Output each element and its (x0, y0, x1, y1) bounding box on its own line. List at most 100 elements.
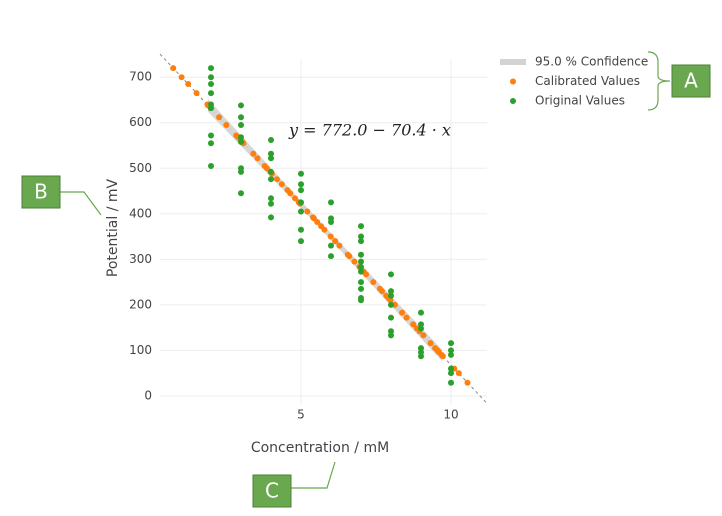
point (448, 351, 454, 358)
point (448, 370, 454, 377)
callout-label: A (684, 69, 698, 93)
point (403, 314, 410, 321)
callout-line (60, 191, 102, 216)
point (448, 347, 454, 354)
point (464, 379, 471, 386)
point (314, 218, 321, 225)
y-tick-label: 600 (129, 115, 152, 129)
legend-label: Original Values (535, 94, 625, 108)
point (278, 181, 285, 188)
point (383, 292, 390, 299)
x-tick-label: 5 (297, 408, 305, 422)
point (328, 218, 334, 225)
point (410, 321, 417, 328)
point (358, 297, 364, 304)
point (387, 297, 394, 304)
point (418, 309, 424, 316)
x-axis-title: Concentration / mM (251, 440, 389, 456)
callout-label: B (34, 180, 48, 204)
point (370, 279, 377, 286)
point (388, 314, 394, 321)
legend: 95.0 % Confidence Calibrated Values Origin… (500, 55, 648, 108)
point (254, 155, 261, 162)
point (448, 365, 454, 372)
point (328, 199, 334, 206)
y-tick-label: 0 (144, 388, 152, 402)
point (178, 74, 185, 81)
point (448, 379, 454, 386)
point (358, 268, 364, 275)
x-tick-label: 10 (443, 408, 458, 422)
point (388, 288, 394, 295)
point (388, 332, 394, 339)
point (344, 251, 351, 258)
point (208, 162, 214, 169)
point (448, 340, 454, 347)
callout-box (21, 175, 61, 209)
legend-swatch (510, 98, 516, 104)
point (238, 190, 244, 197)
point (238, 168, 244, 175)
point (455, 370, 462, 377)
y-tick-label: 300 (129, 252, 152, 266)
point (193, 90, 200, 97)
y-tick-label: 100 (129, 343, 152, 357)
point (328, 253, 334, 260)
callout-box (252, 474, 292, 508)
point (216, 114, 223, 121)
point (304, 208, 311, 215)
plot: 0 100 200 300 400 500 600 700 5 10 (129, 53, 488, 422)
point (298, 170, 304, 177)
point (268, 214, 274, 221)
point (268, 150, 274, 157)
point (298, 226, 304, 233)
point (358, 285, 364, 292)
point (223, 122, 230, 129)
point (238, 122, 244, 129)
callout-label: C (265, 479, 279, 503)
point (418, 325, 424, 332)
point (268, 200, 274, 207)
point (208, 74, 214, 81)
point (388, 292, 394, 299)
point (292, 195, 298, 202)
point (318, 223, 325, 230)
point (388, 271, 394, 278)
point (238, 102, 244, 109)
point (351, 258, 358, 265)
point (388, 301, 394, 308)
point (268, 176, 274, 183)
point (418, 353, 424, 360)
point (170, 65, 177, 72)
point (358, 258, 364, 265)
point (434, 347, 441, 354)
point (208, 90, 214, 97)
y-tick-label: 700 (129, 70, 152, 84)
y-tick-label: 500 (129, 161, 152, 175)
point (332, 238, 339, 245)
point (250, 150, 257, 157)
point (298, 199, 304, 206)
callout-line (291, 461, 336, 489)
point (208, 132, 214, 139)
legend-swatch (510, 78, 516, 85)
point (274, 176, 280, 183)
point (363, 271, 370, 278)
point (238, 138, 244, 145)
point (298, 187, 304, 194)
point (238, 134, 244, 141)
legend-label: Calibrated Values (535, 74, 640, 88)
point (268, 137, 274, 144)
point (399, 309, 406, 316)
point (358, 233, 364, 240)
y-tick-label: 200 (129, 297, 152, 311)
point (358, 238, 364, 245)
point (208, 140, 214, 147)
y-tick-label: 400 (129, 206, 152, 220)
point (438, 351, 445, 358)
point (358, 279, 364, 286)
point (358, 223, 364, 230)
point (328, 242, 334, 249)
